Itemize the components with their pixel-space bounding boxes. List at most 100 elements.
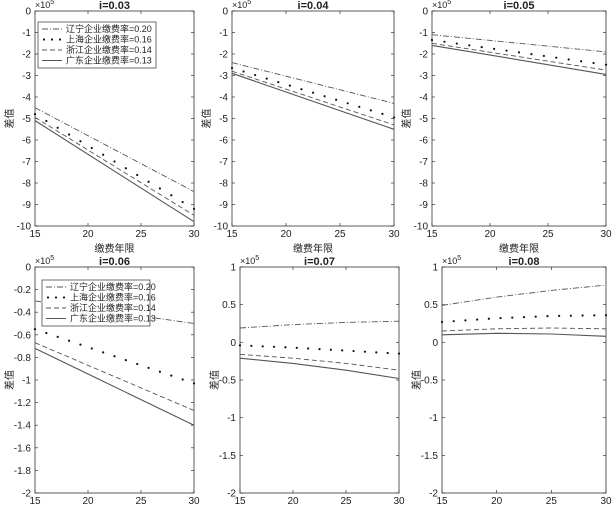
subplot-title: i=0.07 — [304, 256, 335, 268]
y-tick-label: -5 — [22, 114, 31, 125]
series-2-point — [511, 316, 514, 319]
series-2-point — [90, 146, 93, 150]
x-axis-label: 缴费年限 — [95, 242, 135, 255]
y-tick-label: -10 — [414, 222, 429, 233]
series-2-point — [386, 351, 389, 355]
y-tick-label: -7 — [219, 157, 228, 168]
y-tick-label: 0 — [222, 7, 228, 18]
plot-frame — [231, 10, 395, 227]
x-tick-label: 20 — [484, 229, 496, 240]
series-2-point — [542, 54, 545, 58]
legend-swatch-2 — [54, 296, 58, 299]
series-2-point — [522, 315, 526, 319]
legend-entry-2: 上海企业缴费率=0.16 — [66, 34, 152, 45]
legend-swatch-2 — [58, 38, 62, 41]
legend-swatch-2 — [42, 38, 46, 41]
y-exponent-power: 5 — [247, 0, 251, 6]
series-2-point — [530, 53, 533, 56]
y-exponent-label: ×105 — [442, 255, 461, 266]
legend-entry-4: 广东企业缴费率=0.13 — [66, 55, 152, 66]
y-tick-label: -4 — [219, 93, 228, 104]
series-2-point — [567, 58, 570, 61]
x-tick-label: 30 — [600, 229, 612, 240]
y-tick-label: -1 — [219, 28, 228, 39]
x-tick-label: 15 — [226, 229, 238, 240]
y-exponent-label: ×105 — [432, 0, 451, 10]
y-tick-label: -1 — [419, 28, 428, 39]
series-2-point — [307, 347, 310, 350]
y-exponent-base: ×10 — [432, 0, 447, 10]
y-tick-label: -9 — [419, 200, 428, 211]
series-2-point — [581, 314, 584, 317]
y-exponent-label: ×105 — [240, 255, 259, 266]
series-2-point — [555, 56, 558, 59]
subplot-3: 15 20 25 30-10-9-8-7-6-5-4-3-2-10×105 i=0.05… — [400, 0, 612, 255]
series-2-point — [311, 91, 315, 94]
series-4-line — [441, 332, 607, 337]
x-tick-label: 30 — [188, 496, 200, 507]
y-axis-label: 差值 — [410, 370, 423, 390]
series-2-point — [397, 352, 401, 355]
series-2-point — [534, 315, 537, 318]
y-tick-label: -7 — [419, 157, 428, 168]
subplot-2: 15 20 25 30-10-9-8-7-6-5-4-3-2-10×105 i=0.04… — [200, 0, 400, 255]
x-tick-label: 25 — [135, 229, 147, 240]
y-exponent-power: 5 — [447, 0, 451, 6]
y-tick-label: -1 — [227, 413, 236, 424]
series-2-point — [517, 51, 521, 54]
series-2-point — [158, 187, 162, 190]
series-3-line — [441, 327, 607, 332]
series-2-point — [480, 45, 483, 49]
series-2-point — [79, 140, 82, 143]
legend-entry-1: 辽宁企业缴费率=0.20 — [70, 281, 156, 292]
y-tick-label: -10 — [17, 222, 32, 233]
series-2-point — [67, 339, 71, 342]
y-tick-label: -6 — [419, 136, 428, 147]
subplot-1: 15 20 25 30-10-9-8-7-6-5-4-3-2-10×105 i=0.03… — [3, 0, 200, 255]
x-tick-label: 15 — [426, 229, 438, 240]
y-tick-label: 0 — [432, 338, 438, 349]
series-2-point — [335, 98, 338, 101]
y-tick-label: -0.5 — [421, 376, 439, 387]
series-2-point — [67, 133, 71, 136]
y-tick-label: -4 — [419, 93, 428, 104]
plot-frame — [441, 266, 607, 494]
series-2-point — [45, 119, 48, 123]
x-tick-label: 30 — [393, 496, 405, 507]
y-tick-label: -9 — [22, 200, 31, 211]
series-2-point — [192, 207, 196, 210]
y-tick-label: -2 — [22, 50, 31, 61]
series-2-point — [124, 167, 127, 170]
y-tick-label: -6 — [22, 136, 31, 147]
y-tick-label: -0.6 — [14, 330, 32, 341]
series-1-line — [431, 34, 607, 53]
series-2-point — [181, 378, 184, 381]
y-tick-label: -4 — [22, 93, 31, 104]
series-1-line — [239, 320, 400, 329]
y-tick-label: 1 — [230, 263, 236, 274]
series-2-point — [593, 314, 596, 317]
series-2-point — [265, 77, 268, 80]
y-axis-label: 差值 — [400, 109, 413, 129]
y-tick-label: -9 — [219, 200, 228, 211]
y-tick-label: -1.4 — [14, 421, 32, 432]
plot-frame — [239, 266, 400, 494]
y-tick-label: -0.5 — [219, 376, 237, 387]
series-2-point — [352, 349, 355, 353]
y-axis-label: 差值 — [208, 370, 221, 390]
x-tick-label: 20 — [82, 496, 94, 507]
series-2-point — [90, 347, 93, 350]
series-2-point — [369, 109, 372, 112]
series-2-point — [546, 315, 549, 318]
y-tick-label: -0.4 — [14, 308, 32, 319]
series-2-point — [79, 343, 82, 346]
y-tick-label: -2 — [419, 50, 428, 61]
x-tick-label: 15 — [29, 229, 41, 240]
series-1-line — [34, 107, 195, 192]
series-2-point — [288, 84, 291, 87]
legend: 辽宁企业缴费率=0.20上海企业缴费率=0.16浙江企业缴费率=0.14广东企业… — [37, 21, 157, 69]
series-4-line — [239, 357, 400, 380]
series-2-point — [33, 113, 37, 116]
x-tick-label: 20 — [491, 496, 503, 507]
